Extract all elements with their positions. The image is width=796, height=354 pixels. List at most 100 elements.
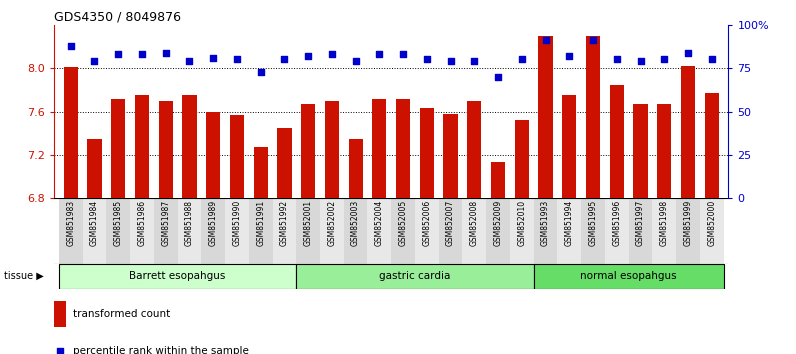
Bar — [130, 198, 154, 264]
Bar — [178, 198, 201, 264]
Point — [207, 55, 220, 61]
Bar — [201, 198, 225, 264]
Text: GSM851997: GSM851997 — [636, 200, 645, 246]
Bar — [272, 198, 296, 264]
Point — [135, 51, 148, 57]
Bar — [88, 139, 102, 198]
Bar — [373, 98, 387, 198]
Bar — [396, 98, 410, 198]
Bar — [59, 264, 296, 289]
Text: GSM851994: GSM851994 — [565, 200, 574, 246]
Text: GSM851998: GSM851998 — [660, 200, 669, 246]
Bar — [301, 104, 315, 198]
Text: transformed count: transformed count — [73, 309, 170, 319]
Point — [112, 51, 125, 57]
Bar — [368, 198, 392, 264]
Text: GSM852005: GSM852005 — [399, 200, 408, 246]
Point — [420, 57, 433, 62]
Text: GSM852002: GSM852002 — [327, 200, 337, 246]
Bar — [533, 198, 557, 264]
Bar — [439, 198, 462, 264]
Text: tissue ▶: tissue ▶ — [4, 271, 44, 281]
Text: GSM851983: GSM851983 — [66, 200, 76, 246]
Bar — [225, 198, 249, 264]
Bar — [296, 198, 320, 264]
Text: GSM851984: GSM851984 — [90, 200, 99, 246]
Text: GSM852001: GSM852001 — [303, 200, 313, 246]
Point — [349, 58, 362, 64]
Bar — [704, 93, 719, 198]
Point — [159, 50, 172, 55]
Bar — [581, 198, 605, 264]
Bar — [510, 198, 533, 264]
Bar — [296, 264, 533, 289]
Point — [254, 69, 267, 74]
Bar — [344, 198, 368, 264]
Text: GSM852003: GSM852003 — [351, 200, 360, 246]
Text: GSM851985: GSM851985 — [114, 200, 123, 246]
Point — [634, 58, 647, 64]
Bar — [277, 128, 291, 198]
Bar — [486, 198, 510, 264]
Bar — [206, 112, 220, 198]
Text: GSM851992: GSM851992 — [280, 200, 289, 246]
Text: GDS4350 / 8049876: GDS4350 / 8049876 — [54, 11, 181, 24]
Text: GSM851993: GSM851993 — [541, 200, 550, 246]
Bar — [158, 101, 173, 198]
Bar — [135, 95, 149, 198]
Bar — [230, 115, 244, 198]
Bar — [533, 264, 724, 289]
Text: GSM852008: GSM852008 — [470, 200, 479, 246]
Bar — [415, 198, 439, 264]
Point — [373, 51, 386, 57]
Point — [88, 58, 101, 64]
Text: GSM851989: GSM851989 — [209, 200, 217, 246]
Bar — [249, 198, 272, 264]
Point — [563, 53, 576, 59]
Point — [468, 58, 481, 64]
Point — [444, 58, 457, 64]
Bar — [681, 66, 695, 198]
Bar — [605, 198, 629, 264]
Bar — [182, 95, 197, 198]
Point — [278, 57, 291, 62]
Point — [539, 38, 552, 43]
Bar — [59, 198, 83, 264]
Bar — [83, 198, 107, 264]
Bar — [392, 198, 415, 264]
Point — [302, 53, 314, 59]
Text: normal esopahgus: normal esopahgus — [580, 271, 677, 281]
Bar — [54, 301, 66, 327]
Bar — [443, 114, 458, 198]
Bar — [562, 95, 576, 198]
Bar — [557, 198, 581, 264]
Point — [183, 58, 196, 64]
Text: GSM851995: GSM851995 — [588, 200, 598, 246]
Text: GSM851996: GSM851996 — [612, 200, 621, 246]
Bar — [107, 198, 130, 264]
Bar — [111, 98, 125, 198]
Bar — [325, 101, 339, 198]
Bar — [700, 198, 724, 264]
Point — [231, 57, 244, 62]
Point — [681, 50, 694, 55]
Bar — [491, 162, 505, 198]
Text: GSM851988: GSM851988 — [185, 200, 194, 246]
Text: GSM852000: GSM852000 — [707, 200, 716, 246]
Bar — [64, 67, 78, 198]
Text: GSM851991: GSM851991 — [256, 200, 265, 246]
Text: GSM852007: GSM852007 — [446, 200, 455, 246]
Text: GSM851990: GSM851990 — [232, 200, 241, 246]
Bar — [154, 198, 178, 264]
Text: GSM852010: GSM852010 — [517, 200, 526, 246]
Bar — [467, 101, 482, 198]
Point — [657, 57, 670, 62]
Bar — [538, 36, 552, 198]
Bar — [419, 108, 434, 198]
Point — [326, 51, 338, 57]
Text: GSM852004: GSM852004 — [375, 200, 384, 246]
Text: GSM851986: GSM851986 — [138, 200, 146, 246]
Bar — [586, 36, 600, 198]
Bar — [634, 104, 648, 198]
Bar — [657, 104, 671, 198]
